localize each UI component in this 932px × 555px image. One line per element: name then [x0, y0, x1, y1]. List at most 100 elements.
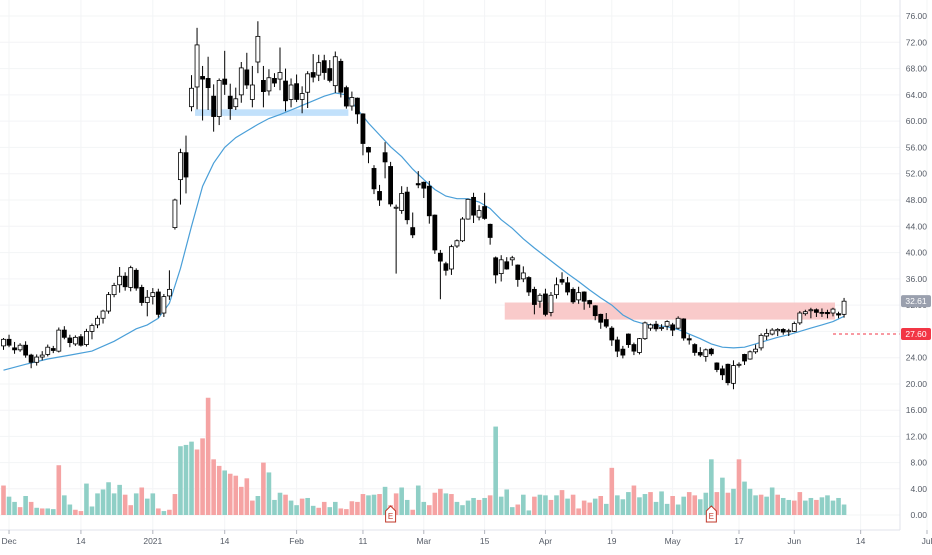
candle-body: [808, 309, 814, 312]
x-tick-label: 14: [76, 536, 86, 546]
candlestick: [780, 328, 786, 335]
price-label: 32.61: [901, 295, 931, 308]
candlestick: [775, 328, 781, 337]
candle-body: [238, 67, 244, 96]
candle-body: [697, 352, 703, 356]
candlestick: [1, 338, 6, 350]
y-tick-label: 48.00: [906, 195, 928, 205]
candle-body: [200, 76, 205, 80]
candle-body: [1, 338, 6, 347]
volume-bar: [310, 505, 316, 515]
volume-bar: [775, 494, 780, 515]
candlestick: [791, 321, 797, 333]
candle-body: [172, 199, 178, 229]
candlestick: [321, 54, 327, 80]
candlestick: [343, 85, 349, 109]
candle-body: [454, 240, 460, 247]
candle-body: [570, 288, 576, 303]
candle-body: [316, 62, 322, 76]
volume-bar: [758, 494, 764, 515]
volume-bar: [139, 487, 145, 515]
candlestick: [244, 52, 250, 89]
candlestick: [194, 27, 200, 110]
candlestick: [714, 362, 720, 373]
candle-body: [543, 293, 548, 315]
candlestick: [653, 320, 659, 332]
volume-bar: [620, 499, 626, 515]
candle-body: [614, 339, 620, 352]
candle-body: [559, 279, 565, 283]
volume-bar: [371, 494, 377, 515]
candlestick: [388, 161, 394, 207]
candlestick: [642, 321, 648, 340]
volume-bar: [95, 493, 100, 515]
volume-bar: [603, 503, 609, 515]
y-tick-label: 44.00: [906, 221, 928, 231]
candlestick: [742, 353, 747, 365]
candle-body: [825, 311, 830, 315]
candlestick: [576, 286, 582, 304]
moving-average-line: [3, 92, 845, 371]
candlestick: [493, 256, 499, 284]
x-tick-label: 2021: [143, 536, 162, 546]
candle-body: [465, 198, 471, 220]
candle-body: [399, 193, 405, 211]
candlestick: [753, 344, 758, 354]
candlestick: [255, 21, 261, 74]
candlestick: [465, 198, 471, 220]
x-tick-label: May: [665, 536, 682, 546]
volume-bar: [780, 497, 786, 515]
volume-bar: [305, 497, 310, 515]
volume-bar: [415, 485, 421, 515]
candlestick: [404, 186, 410, 225]
candlestick: [747, 350, 753, 360]
volume-bar: [360, 494, 366, 515]
x-tick-label: 19: [607, 536, 617, 546]
candle-body: [786, 330, 792, 333]
candlestick: [460, 217, 465, 243]
candle-body: [576, 292, 582, 301]
candlestick: [432, 214, 438, 254]
volume-bar: [615, 495, 620, 515]
candle-body: [653, 323, 659, 330]
candle-body: [34, 356, 40, 363]
volume-bar: [587, 502, 592, 515]
candlestick: [355, 97, 360, 124]
volume-bar: [697, 499, 703, 515]
candlestick: [12, 341, 17, 354]
volume-bar: [808, 497, 814, 515]
volume-bar: [399, 487, 404, 515]
candlestick: [366, 146, 371, 164]
earnings-marker-shape: [385, 505, 397, 523]
volume-bar: [841, 504, 847, 515]
candle-body: [56, 329, 62, 352]
volume-bar: [703, 492, 709, 515]
volume-bar: [156, 508, 161, 515]
candlestick: [537, 293, 543, 308]
candlestick: [50, 345, 56, 354]
volume-bar: [172, 494, 178, 515]
candle-body: [404, 191, 410, 221]
candlestick: [189, 75, 194, 112]
candlestick: [28, 353, 34, 369]
candlestick: [95, 315, 100, 329]
volume-bar: [720, 477, 725, 515]
candle-body: [321, 60, 327, 73]
candle-body: [211, 95, 217, 117]
candlestick: [830, 307, 836, 317]
candlestick: [703, 348, 709, 362]
earnings-marker: E: [705, 505, 717, 523]
candle-body: [366, 147, 371, 153]
candle-body: [526, 277, 532, 293]
candle-body: [742, 354, 747, 362]
candle-body: [205, 78, 211, 89]
candlestick: [697, 347, 703, 358]
candlestick: [592, 305, 598, 321]
candle-body: [39, 354, 45, 358]
candle-body: [128, 267, 134, 288]
candle-body: [415, 183, 421, 186]
volume-bar: [128, 505, 133, 515]
candle-body: [703, 349, 709, 357]
volume-bar: [648, 492, 653, 515]
